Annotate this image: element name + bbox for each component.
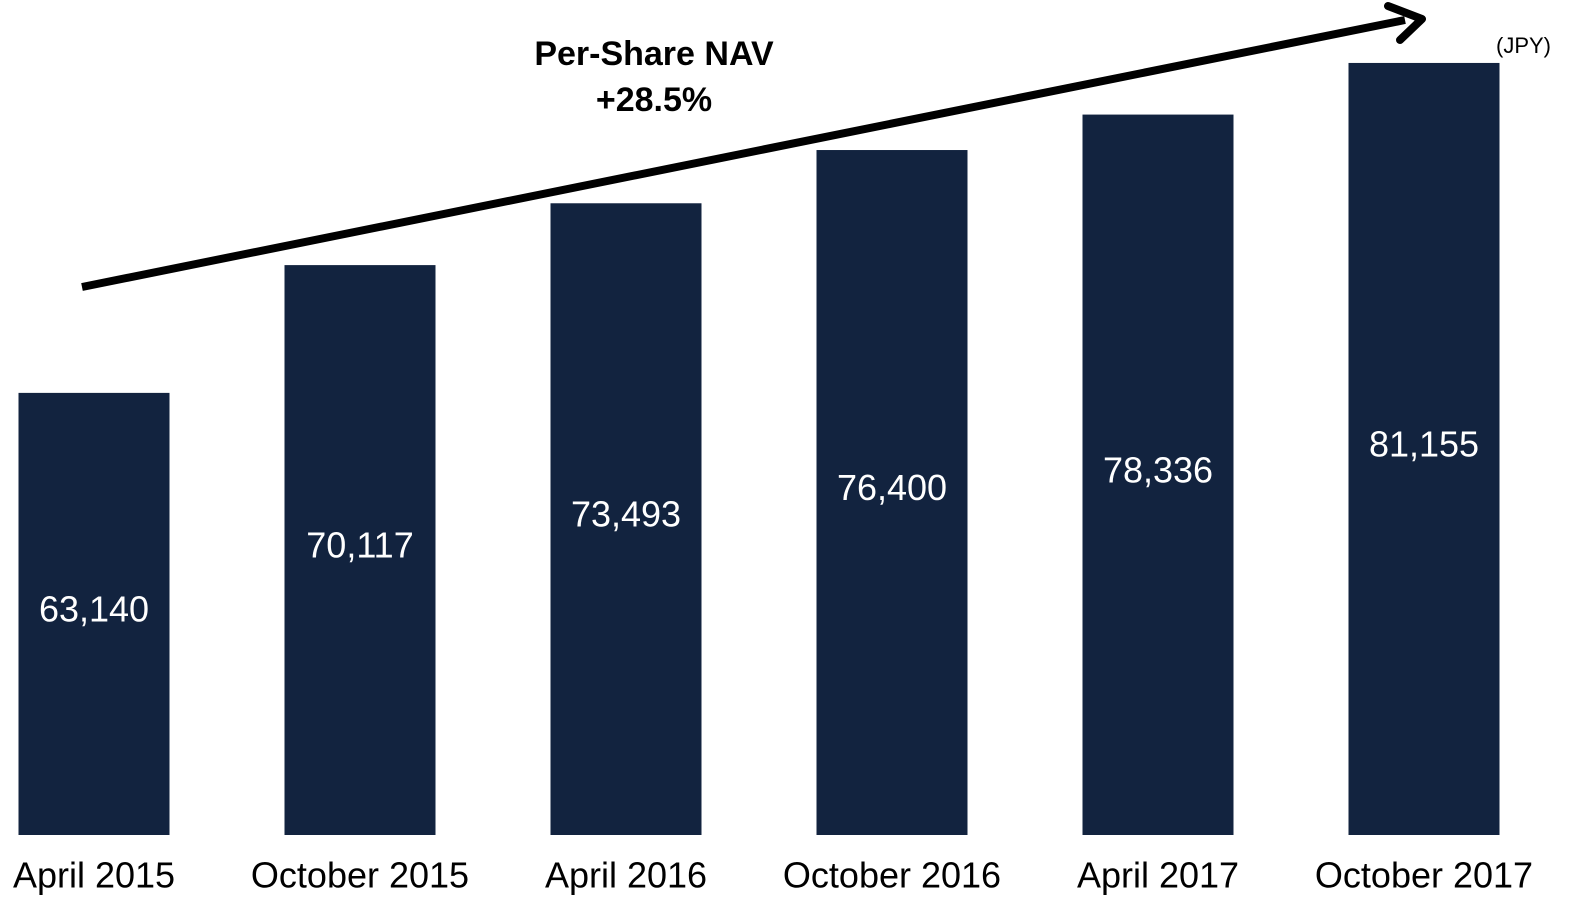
x-tick-label: April 2017 xyxy=(1077,855,1239,896)
bar xyxy=(1082,114,1234,835)
value-label: 70,117 xyxy=(306,525,413,566)
bar xyxy=(1348,62,1500,835)
value-label: 63,140 xyxy=(39,588,149,629)
x-tick-label: October 2016 xyxy=(783,855,1001,896)
value-label: 78,336 xyxy=(1103,449,1213,490)
bar xyxy=(18,392,170,835)
value-label: 73,493 xyxy=(571,494,681,535)
bar xyxy=(284,265,436,835)
bar xyxy=(816,150,968,836)
x-tick-label: April 2015 xyxy=(13,855,175,896)
annotation: Per-Share NAV xyxy=(534,35,774,73)
value-label: 76,400 xyxy=(837,467,947,508)
x-tick-label: October 2017 xyxy=(1315,855,1533,896)
x-tick-label: October 2015 xyxy=(251,855,469,896)
unit-label: (JPY) xyxy=(1496,33,1551,58)
x-tick-label: April 2016 xyxy=(545,855,707,896)
value-label: 81,155 xyxy=(1369,423,1479,464)
annotation: +28.5% xyxy=(596,81,712,119)
bar xyxy=(550,203,702,835)
trend-arrow-head xyxy=(1384,2,1426,44)
trend-arrow-line xyxy=(81,16,1406,291)
